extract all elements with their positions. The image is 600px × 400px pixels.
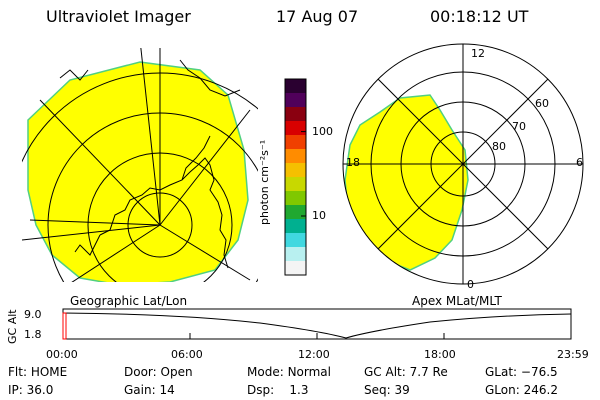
gc-alt-curve [62, 312, 572, 339]
status-mode: Mode: Normal [247, 365, 331, 379]
gc-alt-xtick: 12:00 [298, 348, 330, 361]
geo-map-label: Geographic Lat/Lon [70, 294, 188, 308]
color-bar-segment [285, 135, 306, 150]
color-bar-segment [285, 191, 306, 206]
app-title: Ultraviolet Imager [46, 7, 191, 26]
lat-label-70: 70 [512, 120, 526, 133]
mlt-label-18: 18 [346, 156, 360, 169]
polar-mlt-map [342, 43, 584, 285]
lat-label-80: 80 [492, 140, 506, 153]
coastline [59, 59, 241, 269]
color-bar-segment [285, 149, 306, 164]
status-gcalt: GC Alt: 7.7 Re [364, 365, 448, 379]
gc-alt-ytick: 1.8 [24, 328, 42, 341]
status-door: Door: Open [124, 365, 193, 379]
color-bar-tick: 100 [312, 124, 333, 138]
status-ip: IP: 36.0 [8, 383, 54, 397]
gc-alt-ytick: 9.0 [24, 308, 42, 321]
color-bar-segment [285, 79, 306, 94]
time-label: 00:18:12 UT [430, 7, 529, 26]
mlt-label-6: 6 [576, 156, 583, 169]
color-bar [284, 78, 307, 276]
mlt-label-0: 0 [467, 278, 474, 291]
status-flt: Flt: HOME [8, 365, 68, 379]
status-seq: Seq: 39 [364, 383, 410, 397]
aurora-region [344, 94, 469, 271]
color-bar-segment [285, 247, 306, 262]
gc-alt-xtick: 06:00 [171, 348, 203, 361]
color-bar-gradient [285, 79, 306, 276]
current-time-marker [62, 312, 67, 340]
color-bar-segment [285, 107, 306, 122]
color-bar-unit: photon cm⁻²s⁻¹ [258, 139, 271, 225]
color-bar-segment [285, 219, 306, 234]
gc-alt-xtick: 23:59 [557, 348, 589, 361]
status-glat: GLat: −76.5 [485, 365, 558, 379]
color-bar-segment [285, 163, 306, 178]
gc-alt-xtick: 00:00 [46, 348, 78, 361]
color-bar-segment [285, 261, 306, 276]
status-dsp: Dsp: 1.3 [247, 383, 309, 397]
date-label: 17 Aug 07 [276, 7, 359, 26]
polar-map-label: Apex MLat/MLT [412, 294, 502, 308]
geographic-map [22, 48, 258, 282]
color-bar-segment [285, 177, 306, 192]
gc-alt-ylabel: GC Alt [6, 309, 19, 344]
aurora-region [27, 61, 249, 282]
color-bar-tick: 10 [312, 209, 326, 222]
color-bar-segment [285, 205, 306, 220]
gc-alt-xtick: 18:00 [424, 348, 456, 361]
color-bar-segment [285, 121, 306, 136]
status-glon: GLon: 246.2 [485, 383, 558, 397]
lat-label-60: 60 [535, 97, 549, 110]
gc-alt-plot [62, 308, 572, 340]
status-gain: Gain: 14 [124, 383, 175, 397]
color-bar-segment [285, 93, 306, 108]
mlt-label-12: 12 [471, 47, 485, 60]
color-bar-segment [285, 233, 306, 248]
